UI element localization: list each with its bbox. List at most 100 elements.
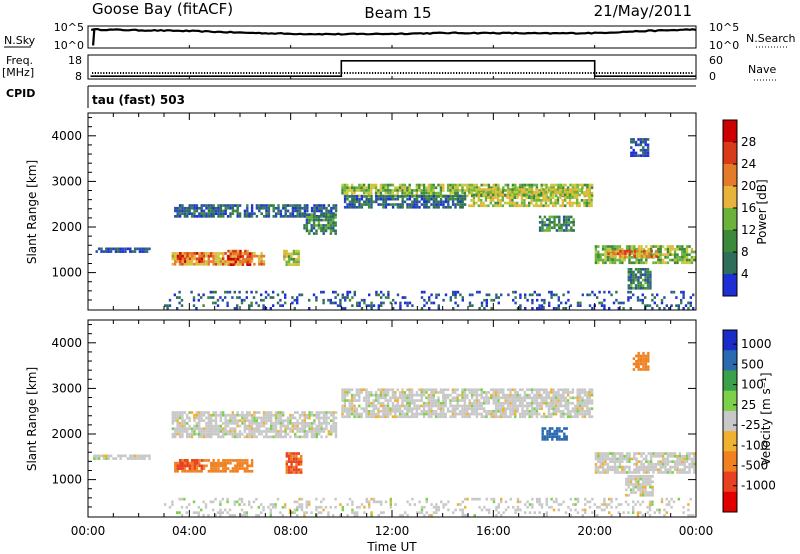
heatmap-cell	[277, 430, 280, 433]
heatmap-cell	[219, 500, 222, 504]
heatmap-cell	[226, 497, 229, 501]
heatmap-cell	[558, 429, 561, 433]
heatmap-cell	[504, 508, 508, 512]
heatmap-cell	[669, 460, 672, 463]
heatmap-cell	[209, 290, 212, 294]
heatmap-cell	[554, 407, 558, 410]
heatmap-cell	[240, 508, 244, 512]
heatmap-cell	[492, 412, 495, 416]
heatmap-cell	[642, 273, 645, 277]
heatmap-cell	[248, 419, 251, 422]
heatmap-cell	[294, 411, 297, 414]
heatmap-cell	[410, 388, 414, 392]
heatmap-cell	[410, 391, 414, 394]
heatmap-cell	[296, 500, 299, 504]
heatmap-cell	[301, 435, 304, 439]
heatmap-cell	[300, 508, 304, 512]
heatmap-cell	[533, 194, 536, 198]
heatmap-cell	[291, 301, 294, 305]
heatmap-cell	[693, 250, 696, 254]
heatmap-cell	[274, 419, 278, 422]
heatmap-cell	[188, 204, 191, 207]
heatmap-cell	[343, 415, 347, 419]
heatmap-cell	[219, 419, 222, 422]
heatmap-cell	[600, 301, 604, 305]
heatmap-cell	[279, 419, 282, 422]
heatmap-cell	[181, 469, 184, 473]
heatmap-cell	[219, 427, 222, 431]
heatmap-cell	[621, 249, 625, 253]
heatmap-cell	[625, 454, 629, 458]
heatmap-cell	[554, 183, 558, 187]
heatmap-cell	[375, 290, 378, 294]
heatmap-cell	[652, 261, 655, 265]
heatmap-cell	[386, 186, 390, 190]
heatmap-cell	[362, 399, 366, 402]
heatmap-cell	[265, 215, 268, 218]
heatmap-cell	[298, 293, 301, 297]
heatmap-cell	[186, 206, 189, 210]
heatmap-cell	[389, 388, 392, 392]
heatmap-cell	[612, 255, 615, 258]
heatmap-cell	[298, 204, 302, 207]
heatmap-cell	[171, 422, 174, 425]
heatmap-cell	[389, 301, 392, 305]
heatmap-cell	[621, 247, 624, 251]
heatmap-cell	[646, 286, 650, 290]
heatmap-cell	[540, 393, 543, 397]
heatmap-cell	[224, 260, 227, 263]
heatmap-cell	[234, 464, 237, 468]
heatmap-cell	[446, 393, 450, 397]
heatmap-cell	[362, 388, 366, 392]
heatmap-cell	[348, 401, 351, 405]
heatmap-cell	[178, 422, 182, 425]
heatmap-cell	[384, 189, 387, 192]
heatmap-cell	[262, 260, 266, 263]
heatmap-cell	[606, 471, 610, 474]
heatmap-cell	[463, 203, 467, 206]
heatmap-cell	[430, 410, 433, 413]
heatmap-cell	[306, 432, 309, 436]
heatmap-cell	[312, 226, 316, 230]
heatmap-cell	[212, 290, 215, 294]
heatmap-cell	[521, 183, 524, 187]
heatmap-cell	[564, 412, 567, 416]
heatmap-cell	[643, 255, 646, 258]
heatmap-cell	[210, 212, 213, 215]
heatmap-cell	[289, 427, 292, 431]
heatmap-cell	[545, 503, 548, 506]
heatmap-cell	[451, 200, 455, 204]
heatmap-cell	[468, 401, 471, 405]
heatmap-cell	[588, 196, 591, 199]
heatmap-cell	[537, 196, 540, 199]
heatmap-cell	[270, 430, 273, 433]
heatmap-cell	[657, 261, 660, 265]
heatmap-cell	[669, 471, 672, 474]
heatmap-cell	[214, 262, 218, 266]
heatmap-cell	[222, 467, 225, 470]
heatmap-cell	[683, 258, 686, 262]
heatmap-cell	[614, 255, 617, 258]
heatmap-cell	[646, 477, 650, 481]
heatmap-cell	[621, 460, 624, 463]
heatmap-cell	[649, 483, 652, 486]
heatmap-cell	[497, 296, 500, 299]
heatmap-cell	[384, 296, 388, 299]
heatmap-cell	[685, 247, 689, 251]
heatmap-cell	[379, 197, 383, 201]
heatmap-cell	[535, 201, 538, 205]
heatmap-cell	[200, 459, 204, 462]
heatmap-cell	[634, 268, 638, 271]
heatmap-cell	[644, 154, 647, 157]
heatmap-cell	[207, 204, 211, 207]
heatmap-cell	[682, 505, 685, 509]
heatmap-cell	[284, 215, 287, 218]
heatmap-cell	[214, 422, 218, 425]
heatmap-cell	[502, 388, 505, 392]
heatmap-cell	[516, 407, 519, 410]
heatmap-cell	[362, 410, 366, 413]
heatmap-cell	[657, 250, 660, 254]
heatmap-cell	[649, 276, 652, 279]
heatmap-cell	[466, 412, 469, 416]
